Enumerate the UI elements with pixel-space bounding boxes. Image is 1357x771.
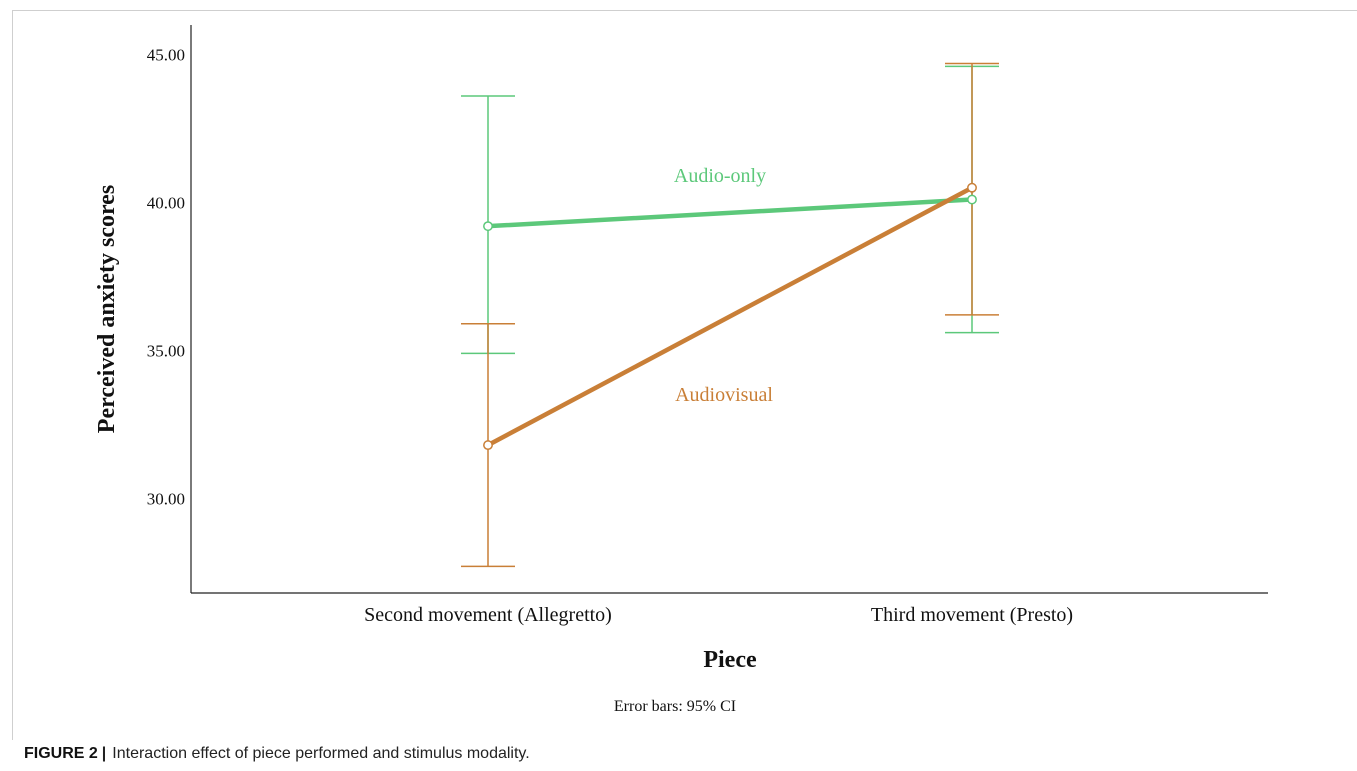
y-tick-label: 35.00 xyxy=(147,341,185,360)
series-markers xyxy=(483,182,977,451)
series-line-audio-only xyxy=(485,197,975,229)
y-axis-title: Perceived anxiety scores xyxy=(94,185,120,433)
error-bar-note: Error bars: 95% CI xyxy=(614,698,736,715)
x-axis-title: Piece xyxy=(703,647,757,673)
x-tick-label: Third movement (Presto) xyxy=(871,604,1073,626)
series-label-audiovisual: Audiovisual xyxy=(675,384,773,406)
series-label-audio-only: Audio-only xyxy=(674,165,766,187)
data-point-audiovisual xyxy=(967,182,977,193)
y-tick-label: 45.00 xyxy=(147,46,185,65)
axes xyxy=(190,25,1268,594)
data-point-audio-only xyxy=(483,221,493,232)
figure-caption: FIGURE 2 | Interaction effect of piece per… xyxy=(24,745,530,763)
y-tick-label: 40.00 xyxy=(147,194,185,213)
data-point-audiovisual xyxy=(483,440,493,451)
y-tick-label: 30.00 xyxy=(147,489,185,508)
figure-frame-top xyxy=(12,10,1357,11)
series-lines xyxy=(485,185,975,448)
figure-number: FIGURE 2 xyxy=(24,745,98,762)
figure-frame-left xyxy=(12,10,13,740)
caption-text: Interaction effect of piece performed an… xyxy=(112,745,530,762)
x-tick-label: Second movement (Allegretto) xyxy=(364,604,612,626)
data-point-audio-only xyxy=(967,194,977,205)
series-line-audiovisual xyxy=(485,185,975,448)
y-ticks: 30.00 35.00 40.00 45.00 xyxy=(147,46,185,509)
caption-separator: | xyxy=(101,745,107,762)
